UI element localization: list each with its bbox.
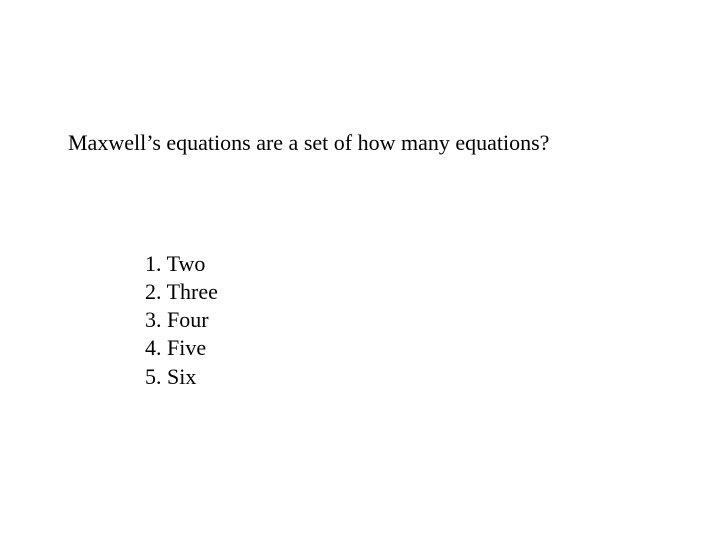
option-item: 2. Three bbox=[145, 278, 218, 306]
option-item: 4. Five bbox=[145, 334, 218, 362]
option-item: 5. Six bbox=[145, 363, 218, 391]
option-number: 1. bbox=[145, 251, 162, 276]
option-item: 1. Two bbox=[145, 250, 218, 278]
options-list: 1. Two 2. Three 3. Four 4. Five 5. Six bbox=[145, 250, 218, 391]
option-item: 3. Four bbox=[145, 306, 218, 334]
option-label: Five bbox=[167, 335, 206, 360]
option-label: Two bbox=[167, 251, 206, 276]
option-number: 3. bbox=[145, 307, 162, 332]
option-number: 4. bbox=[145, 335, 162, 360]
option-number: 5. bbox=[145, 364, 162, 389]
option-label: Three bbox=[167, 279, 218, 304]
option-number: 2. bbox=[145, 279, 162, 304]
question-text: Maxwell’s equations are a set of how man… bbox=[68, 130, 549, 156]
option-label: Six bbox=[167, 364, 196, 389]
option-label: Four bbox=[167, 307, 209, 332]
